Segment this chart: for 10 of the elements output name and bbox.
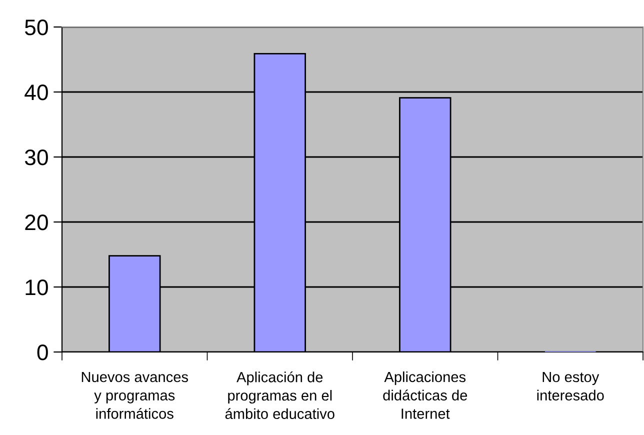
x-tick-label: Nuevos avances y programas informáticos xyxy=(82,372,188,419)
y-tick-label: 30 xyxy=(24,150,48,166)
y-tick-label: 20 xyxy=(25,214,48,230)
x-tick-label: Aplicación de programas en el ámbito educativo xyxy=(225,371,334,420)
x-tick-label: No estoy interesado xyxy=(537,372,604,401)
y-tick-label: 10 xyxy=(26,280,48,296)
x-tick-label: Aplicaciones didácticas de Internet xyxy=(383,371,468,419)
y-tick-label: 40 xyxy=(24,84,48,100)
y-tick-label: 50 xyxy=(24,20,48,36)
y-tick-label: 0 xyxy=(37,344,48,360)
